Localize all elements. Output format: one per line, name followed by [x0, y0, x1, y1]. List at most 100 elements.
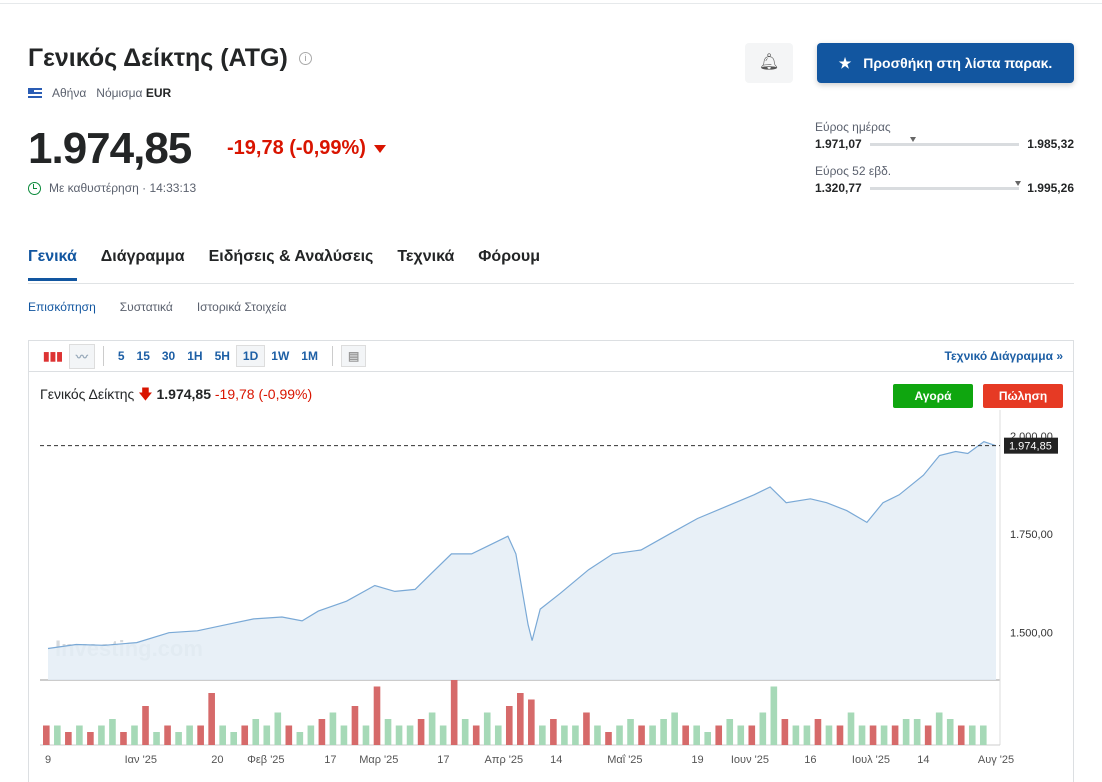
- subtab-historical[interactable]: Ιστορικά Στοιχεία: [196, 300, 287, 314]
- volume-bar: [362, 725, 370, 745]
- tab-general[interactable]: Γενικά: [28, 248, 77, 281]
- interval-1m[interactable]: 1M: [301, 349, 318, 363]
- volume-bar: [957, 725, 965, 745]
- volume-bar: [175, 732, 182, 745]
- x-tick-label: Αυγ '25: [978, 754, 1014, 766]
- volume-bar: [329, 712, 337, 745]
- interval-5h[interactable]: 5H: [214, 349, 230, 363]
- volume-bar: [649, 725, 656, 745]
- volume-bar: [803, 725, 811, 745]
- tab-chart[interactable]: Διάγραμμα: [100, 248, 185, 265]
- x-tick-label: 17: [324, 754, 336, 766]
- legend-name: Γενικός Δείκτης: [40, 386, 135, 402]
- volume-bar: [340, 725, 348, 745]
- volume-bar: [252, 719, 260, 745]
- volume-bar: [836, 725, 844, 745]
- volume-bar: [65, 732, 72, 745]
- x-tick-label: Μαρ '25: [359, 754, 398, 766]
- volume-bar: [351, 706, 359, 745]
- interval-1h[interactable]: 1H: [187, 349, 203, 363]
- day-low: 1.971,07: [815, 137, 862, 151]
- volume-bar: [208, 693, 215, 745]
- x-tick-label: Μαΐ '25: [607, 754, 642, 766]
- x-tick-label: 14: [917, 754, 929, 766]
- volume-bar: [550, 719, 557, 745]
- interval-1w[interactable]: 1W: [271, 349, 290, 363]
- volume-bar: [472, 725, 480, 745]
- last-price: 1.974,85: [28, 124, 192, 173]
- volume-bar: [76, 725, 83, 745]
- day-range-bar: [869, 136, 1020, 146]
- volume-bar: [594, 725, 601, 745]
- volume-bar: [373, 686, 381, 745]
- y-tick-label: 1.750,00: [1010, 529, 1053, 541]
- subtab-overview[interactable]: Επισκόπηση: [28, 300, 96, 314]
- week52-high: 1.995,26: [1027, 181, 1074, 195]
- x-tick-label: 14: [550, 754, 562, 766]
- exchange: Αθήνα: [52, 86, 87, 100]
- x-tick-label: 20: [211, 754, 223, 766]
- volume-bar: [572, 725, 579, 745]
- layout-icon[interactable]: ▤: [340, 345, 367, 367]
- x-tick-label: 16: [804, 754, 816, 766]
- volume-bar: [219, 725, 226, 745]
- top-divider: [0, 3, 1102, 4]
- volume-bar: [924, 725, 932, 745]
- volume-bar: [583, 712, 590, 745]
- volume-bar: [417, 719, 425, 745]
- volume-bar: [968, 725, 976, 745]
- legend-price: 1.974,85: [156, 386, 212, 402]
- x-tick-label: 17: [437, 754, 449, 766]
- divider: [102, 346, 104, 366]
- tab-news[interactable]: Ειδήσεις & Αναλύσεις: [208, 248, 374, 265]
- candlestick-icon[interactable]: ▮▮▮: [43, 349, 63, 363]
- volume-bar: [54, 725, 61, 745]
- sell-button[interactable]: Πώληση: [983, 384, 1063, 408]
- area-chart-icon[interactable]: 〰: [68, 343, 95, 369]
- x-tick-label: Φεβ '25: [247, 754, 284, 766]
- volume-bar: [87, 732, 94, 745]
- buy-button[interactable]: Αγορά: [893, 384, 973, 408]
- volume-bar: [461, 719, 469, 745]
- volume-bar: [263, 725, 271, 745]
- volume-bar: [704, 732, 712, 745]
- range-marker: [1014, 180, 1021, 186]
- volume-bar: [759, 712, 767, 745]
- tab-forum[interactable]: Φόρουμ: [478, 248, 540, 265]
- volume-bar: [197, 725, 204, 745]
- volume-bar: [131, 725, 138, 745]
- volume-bar: [726, 719, 734, 745]
- interval-30[interactable]: 30: [161, 349, 176, 363]
- volume-bar: [483, 712, 491, 745]
- volume-bar: [428, 712, 436, 745]
- volume-bar: [120, 732, 127, 745]
- subtab-components[interactable]: Συστατικά: [119, 300, 173, 314]
- volume-bar: [781, 719, 789, 745]
- clock-icon: [28, 181, 41, 195]
- volume-bar: [737, 725, 745, 745]
- interval-15[interactable]: 15: [136, 349, 150, 363]
- interval-5[interactable]: 5: [117, 349, 125, 363]
- day-range-label: Εύρος ημέρας: [815, 120, 891, 134]
- volume-bar: [395, 725, 403, 745]
- technical-chart-link[interactable]: Τεχνικό Διάγραμμα »: [944, 349, 1063, 363]
- volume-bar: [406, 725, 414, 745]
- volume-bar: [153, 732, 160, 745]
- volume-bar: [770, 686, 778, 745]
- create-alert-button[interactable]: 🔔︎: [745, 43, 793, 83]
- volume-bar: [979, 725, 987, 745]
- tab-technical[interactable]: Τεχνικά: [397, 248, 455, 265]
- volume-bar: [230, 732, 238, 745]
- volume-bar: [715, 725, 723, 745]
- add-to-watchlist-button[interactable]: ★ Προσθήκη στη λίστα παρακ.: [817, 43, 1074, 83]
- volume-bar: [142, 706, 149, 745]
- x-tick-label: Απρ '25: [485, 754, 524, 766]
- volume-bar: [605, 732, 612, 745]
- chart-toolbar: ▮▮▮ 〰 5 15 30 1H 5H 1D 1W 1M ▤ Τεχνικό Δ…: [29, 341, 1073, 372]
- info-icon[interactable]: i: [299, 52, 312, 65]
- last-price-label: 1.974,85: [1009, 441, 1052, 453]
- interval-1d[interactable]: 1D: [235, 345, 266, 367]
- volume-bar: [186, 725, 193, 745]
- volume-bar: [274, 712, 282, 745]
